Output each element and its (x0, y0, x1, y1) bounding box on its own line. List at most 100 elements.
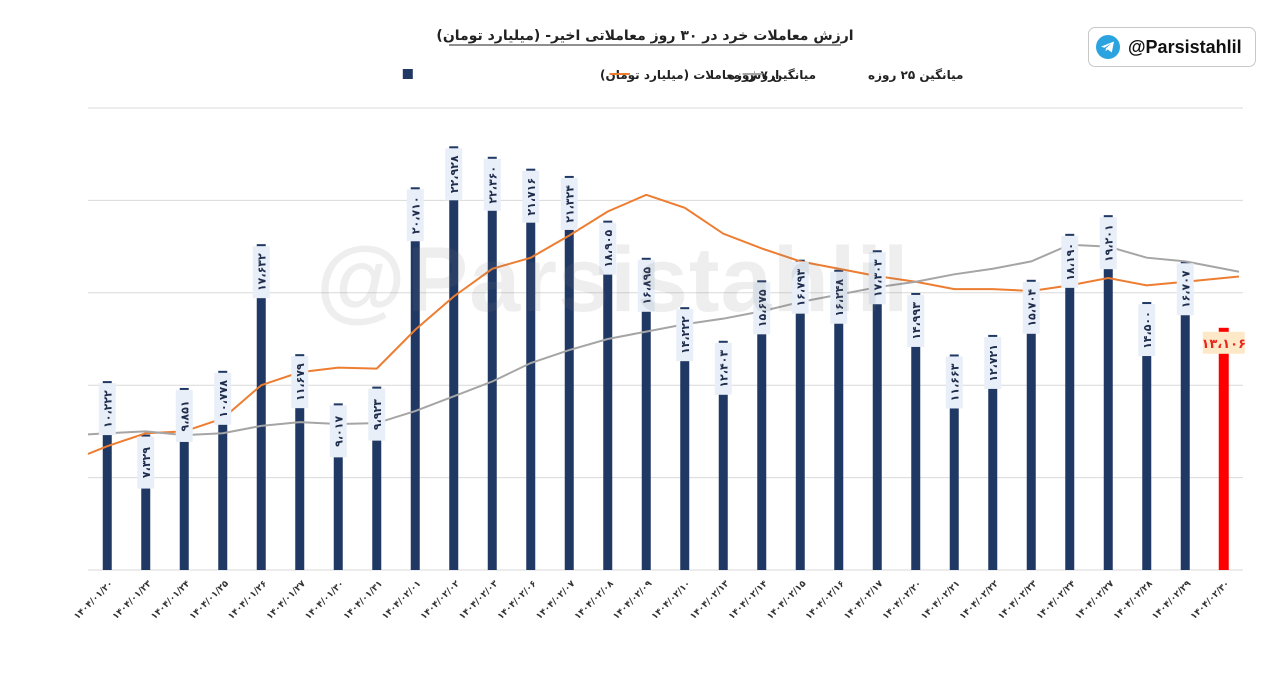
data-label-bg (329, 405, 347, 458)
x-tick-label: ۱۴۰۴/۰۲/۱۶ (804, 579, 847, 622)
data-label: ۱۸،۱۹۰ (1061, 235, 1079, 288)
data-label-text: ۱۵،۶۷۵ (756, 289, 769, 327)
x-tick-labels: ۱۴۰۴/۰۱/۲۰۱۴۰۴/۰۱/۲۳۱۴۰۴/۰۱/۲۴۱۴۰۴/۰۱/۲۵… (73, 579, 1232, 622)
data-label-text: ۱۸،۹۰۵ (602, 229, 615, 267)
bar (680, 307, 690, 570)
bar (949, 354, 959, 570)
bar (487, 156, 497, 570)
data-label-bg (984, 336, 1002, 389)
data-label-bg (522, 170, 540, 223)
data-label-text: ۲۱،۷۱۶ (525, 178, 538, 216)
bars (102, 146, 1229, 571)
data-label: ۱۰،۲۲۲ (98, 383, 116, 436)
data-label-text: ۲۲،۳۶۰ (486, 166, 499, 204)
x-tick-label: ۱۴۰۴/۰۱/۲۶ (227, 579, 270, 622)
x-tick-label: ۱۴۰۴/۰۲/۲۷ (1074, 579, 1117, 622)
bar (872, 250, 882, 571)
data-label-text: ۱۰،۲۲۲ (101, 390, 114, 428)
data-label-bg (137, 436, 155, 489)
data-label-text: ۱۶،۲۴۸ (833, 279, 846, 317)
data-label: ۹،۰۱۷ (329, 405, 347, 458)
x-tick-label: ۱۴۰۴/۰۲/۲۰ (881, 579, 924, 622)
x-tick-label: ۱۴۰۴/۰۲/۲۸ (1112, 579, 1155, 622)
data-label: ۱۵،۷۰۴ (1022, 281, 1040, 334)
data-label-bg (945, 356, 963, 409)
data-label: ۱۴،۲۲۲ (676, 309, 694, 362)
bar (757, 280, 767, 570)
bar (1065, 233, 1075, 570)
data-label-text: ۱۸،۱۹۰ (1064, 243, 1077, 281)
data-label-text: ۱۲،۴۰۳ (717, 350, 730, 388)
data-label-text: ۹،۸۵۱ (178, 400, 191, 431)
bar (834, 269, 844, 570)
data-label: ۹،۸۵۱ (175, 389, 193, 442)
legend-item: ارزش معاملات (میلیارد تومان) (402, 68, 779, 83)
data-label-text: ۲۱،۳۲۴ (563, 185, 576, 223)
x-tick-label: ۱۴۰۴/۰۱/۲۴ (150, 579, 193, 622)
x-tick-label: ۱۴۰۴/۰۱/۳۱ (342, 579, 385, 622)
bar (218, 370, 228, 570)
x-tick-label: ۱۴۰۴/۰۲/۱۰ (650, 579, 693, 622)
data-label-bg (445, 148, 463, 201)
legend-label: میانگین ۲۵ روزه (868, 68, 963, 83)
data-label-bg (368, 388, 386, 441)
data-label-bg (1061, 235, 1079, 288)
data-label: ۱۰،۷۷۸ (214, 372, 232, 425)
bar (1026, 279, 1036, 570)
x-tick-label: ۱۴۰۴/۰۱/۲۰ (73, 579, 116, 622)
bar (641, 257, 651, 570)
bar (333, 403, 343, 570)
data-label-bg (907, 294, 925, 347)
telegram-icon (1096, 35, 1120, 59)
x-tick-label: ۱۴۰۴/۰۱/۲۳ (111, 579, 154, 622)
x-tick-label: ۱۴۰۴/۰۲/۰۳ (458, 579, 501, 622)
data-label-text: ۲۰،۷۱۰ (409, 196, 422, 234)
bar (988, 334, 998, 570)
data-label: ۱۱،۶۷۹ (291, 356, 309, 409)
bar (603, 220, 613, 570)
x-tick-label: ۱۴۰۴/۰۱/۲۷ (265, 579, 308, 622)
x-tick-label: ۱۴۰۴/۰۲/۱۴ (727, 579, 770, 622)
data-label: ۲۱،۳۲۴ (560, 177, 578, 230)
data-label: ۱۹،۲۰۱ (1099, 217, 1117, 270)
data-label: ۱۳،۱۰۶ (1201, 331, 1246, 354)
data-label: ۲۲،۳۶۰ (483, 158, 501, 211)
data-label-text: ۱۴،۲۲۲ (679, 316, 692, 354)
data-label-bg (714, 342, 732, 395)
data-label-text: ۲۲،۹۲۸ (448, 155, 461, 193)
data-label: ۹،۹۲۳ (368, 388, 386, 441)
x-tick-label: ۱۴۰۴/۰۲/۰۷ (535, 579, 578, 622)
data-label-text: ۱۶،۷۹۳ (794, 269, 807, 307)
data-label-text: ۱۷،۶۳۲ (255, 253, 268, 291)
x-tick-label: ۱۴۰۴/۰۲/۱۷ (843, 579, 886, 622)
x-tick-label: ۱۴۰۴/۰۲/۱۳ (689, 579, 732, 622)
legend-label: ارزش معاملات (میلیارد تومان) (600, 68, 779, 83)
data-label: ۱۷،۳۰۳ (868, 252, 886, 305)
data-label-bg (637, 259, 655, 312)
data-label: ۱۴،۵۰۰ (1138, 304, 1156, 357)
x-tick-label: ۱۴۰۴/۰۲/۱۵ (766, 579, 809, 622)
data-label: ۱۲،۴۰۳ (714, 342, 732, 395)
bar (410, 187, 420, 570)
x-tick-label: ۱۴۰۴/۰۲/۲۱ (920, 579, 963, 622)
data-label: ۲۰،۷۱۰ (406, 189, 424, 242)
bar (102, 381, 112, 570)
watermark: @Parsistahlil (316, 229, 910, 331)
data-label: ۱۶،۸۹۵ (637, 259, 655, 312)
data-label-text: ۱۶،۸۹۵ (640, 267, 653, 305)
data-label-bg (483, 158, 501, 211)
data-label-text: ۱۷،۳۰۳ (871, 259, 884, 297)
data-label: ۲۱،۷۱۶ (522, 170, 540, 223)
chart-title: ارزش معاملات خرد در ۳۰ روز معاملاتی اخیر… (436, 28, 853, 44)
x-tick-label: ۱۴۰۴/۰۲/۰۲ (419, 579, 462, 622)
bar (449, 146, 459, 570)
data-label-bg (1022, 281, 1040, 334)
legend-item: میانگین ۲۵ روزه (742, 68, 963, 83)
bar (372, 386, 382, 570)
brand-handle: @Parsistahlil (1128, 36, 1242, 57)
x-tick-label: ۱۴۰۴/۰۲/۲۹ (1151, 579, 1194, 622)
data-label: ۷،۳۲۹ (137, 436, 155, 489)
x-tick-label: ۱۴۰۴/۰۲/۰۱ (381, 579, 424, 622)
data-label-text: ۱۰،۷۷۸ (217, 380, 230, 418)
